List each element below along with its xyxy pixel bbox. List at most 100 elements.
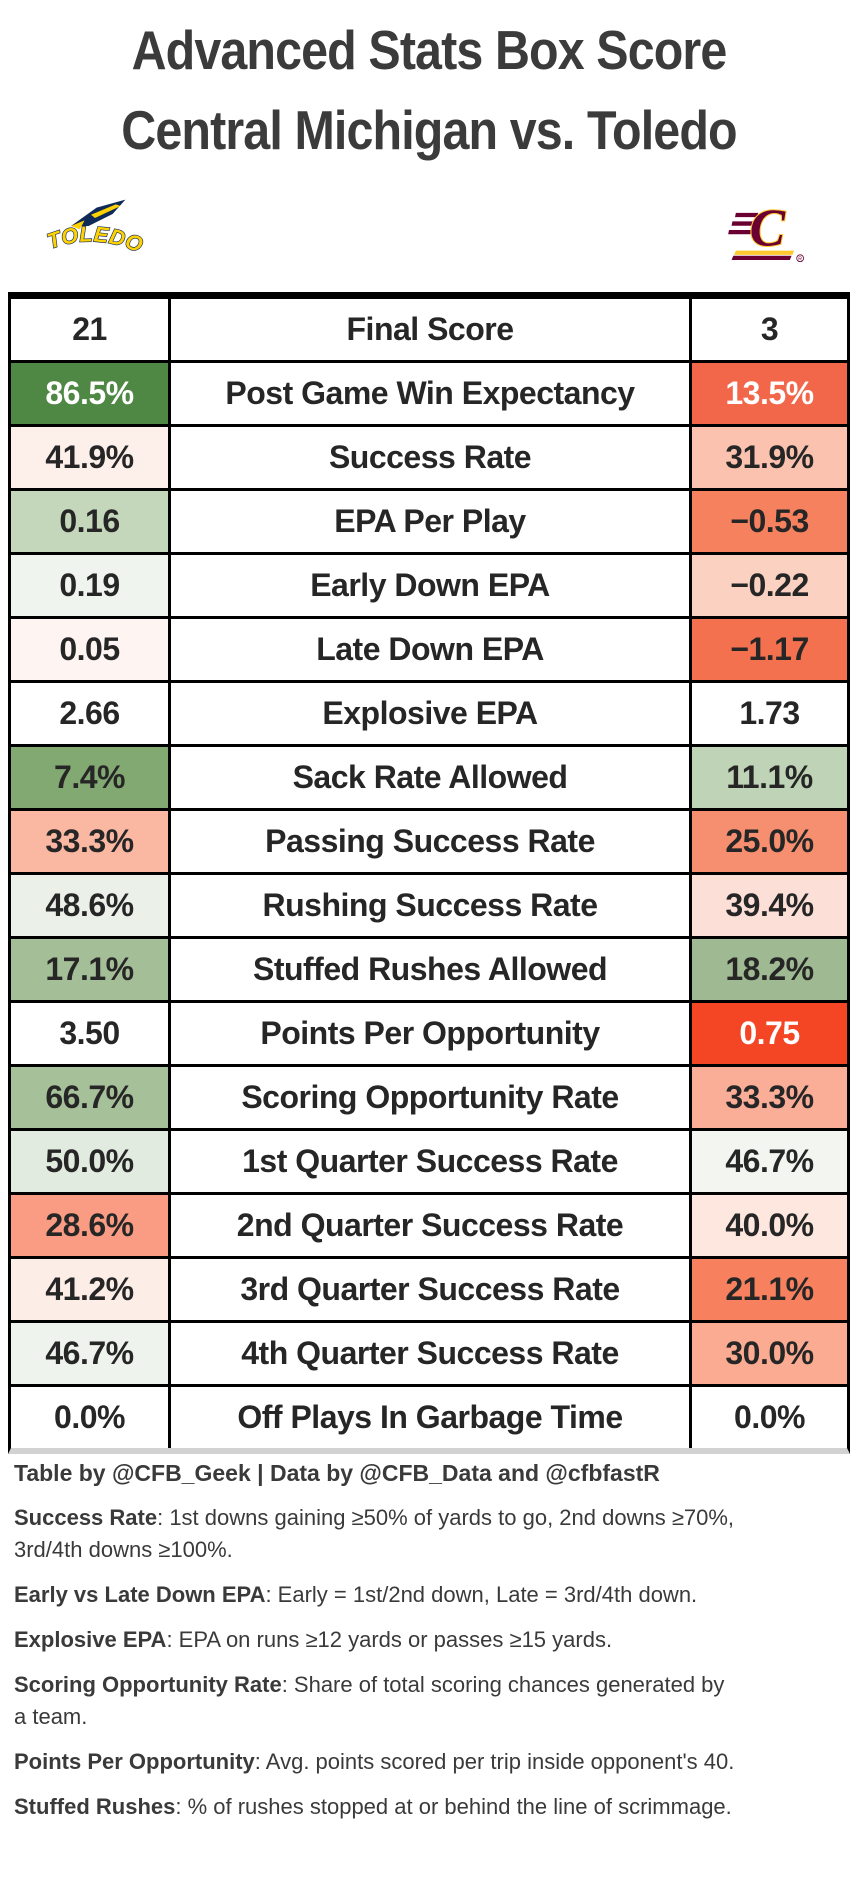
away-value: 3.50 [11, 1003, 171, 1064]
home-value: 46.7% [692, 1131, 847, 1192]
metric-label: 2nd Quarter Success Rate [171, 1195, 692, 1256]
home-value: 33.3% [692, 1067, 847, 1128]
home-value: 31.9% [692, 427, 847, 488]
away-value: 66.7% [11, 1067, 171, 1128]
table-row: 7.4% Sack Rate Allowed 11.1% [11, 747, 847, 811]
page-title: Advanced Stats Box Score Central Michiga… [0, 10, 858, 170]
metric-label: 1st Quarter Success Rate [171, 1131, 692, 1192]
home-value: 40.0% [692, 1195, 847, 1256]
home-value: 1.73 [692, 683, 847, 744]
table-row: 48.6% Rushing Success Rate 39.4% [11, 875, 847, 939]
home-value: −0.53 [692, 491, 847, 552]
footnote-text: : Early = 1st/2nd down, Late = 3rd/4th d… [265, 1582, 698, 1607]
table-row: 0.19 Early Down EPA −0.22 [11, 555, 847, 619]
away-value: 48.6% [11, 875, 171, 936]
home-value: 13.5% [692, 363, 847, 424]
away-value: 0.0% [11, 1387, 171, 1448]
away-value: 2.66 [11, 683, 171, 744]
svg-text:TOLEDO: TOLEDO [46, 221, 144, 257]
metric-label: Sack Rate Allowed [171, 747, 692, 808]
footnote-term: Early vs Late Down EPA [14, 1582, 266, 1607]
metric-label: 3rd Quarter Success Rate [171, 1259, 692, 1320]
metric-label: Late Down EPA [171, 619, 692, 680]
home-value: 0.0% [692, 1387, 847, 1448]
table-row: 41.2% 3rd Quarter Success Rate 21.1% [11, 1259, 847, 1323]
toledo-wordmark: TOLEDO [46, 221, 144, 258]
footnote-text: : EPA on runs ≥12 yards or passes ≥15 ya… [166, 1627, 613, 1652]
away-value: 0.05 [11, 619, 171, 680]
footnote-term: Success Rate [14, 1505, 158, 1530]
metric-label: 4th Quarter Success Rate [171, 1323, 692, 1384]
metric-label: EPA Per Play [171, 491, 692, 552]
footnote-term: Scoring Opportunity Rate [14, 1672, 282, 1697]
table-row: 41.9% Success Rate 31.9% [11, 427, 847, 491]
table-row: 2.66 Explosive EPA 1.73 [11, 683, 847, 747]
footer: Table by @CFB_Geek | Data by @CFB_Data a… [14, 1458, 738, 1836]
table-row: 21 Final Score 3 [11, 299, 847, 363]
central-michigan-logo-icon: C R [728, 198, 804, 263]
away-value: 41.9% [11, 427, 171, 488]
footnote: Stuffed Rushes: % of rushes stopped at o… [14, 1791, 738, 1823]
footnote-text: : 1st downs gaining ≥50% of yards to go,… [14, 1505, 735, 1562]
away-value: 17.1% [11, 939, 171, 1000]
metric-label: Scoring Opportunity Rate [171, 1067, 692, 1128]
toledo-rockets-logo-icon: TOLEDO [46, 199, 144, 258]
home-value: 3 [692, 299, 847, 360]
table-row: 33.3% Passing Success Rate 25.0% [11, 811, 847, 875]
away-value: 21 [11, 299, 171, 360]
table-row: 86.5% Post Game Win Expectancy 13.5% [11, 363, 847, 427]
home-value: 11.1% [692, 747, 847, 808]
metric-label: Rushing Success Rate [171, 875, 692, 936]
page-title-line1: Advanced Stats Box Score [131, 19, 728, 81]
action-c-monogram: C [750, 199, 786, 257]
home-value: 25.0% [692, 811, 847, 872]
footnote: Scoring Opportunity Rate: Share of total… [14, 1669, 738, 1733]
home-value: 39.4% [692, 875, 847, 936]
footnote: Points Per Opportunity: Avg. points scor… [14, 1746, 738, 1778]
registered-mark-icon [796, 254, 804, 263]
table-row: 0.05 Late Down EPA −1.17 [11, 619, 847, 683]
speed-lines-icon [728, 212, 759, 235]
table-row: 3.50 Points Per Opportunity 0.75 [11, 1003, 847, 1067]
home-value: 21.1% [692, 1259, 847, 1320]
footnote: Early vs Late Down EPA: Early = 1st/2nd … [14, 1579, 738, 1611]
metric-label: Points Per Opportunity [171, 1003, 692, 1064]
stats-table: 21 Final Score 3 86.5% Post Game Win Exp… [8, 292, 850, 1454]
away-value: 28.6% [11, 1195, 171, 1256]
footnote: Success Rate: 1st downs gaining ≥50% of … [14, 1502, 738, 1566]
footnotes: Success Rate: 1st downs gaining ≥50% of … [14, 1502, 738, 1823]
table-row: 0.0% Off Plays In Garbage Time 0.0% [11, 1387, 847, 1448]
table-row: 17.1% Stuffed Rushes Allowed 18.2% [11, 939, 847, 1003]
table-row: 66.7% Scoring Opportunity Rate 33.3% [11, 1067, 847, 1131]
footnote-term: Points Per Opportunity [14, 1749, 255, 1774]
home-value: −1.17 [692, 619, 847, 680]
page-title-line2: Central Michigan vs. Toledo [121, 99, 737, 161]
table-row: 28.6% 2nd Quarter Success Rate 40.0% [11, 1195, 847, 1259]
footnote-text: : Avg. points scored per trip inside opp… [254, 1749, 735, 1774]
away-value: 33.3% [11, 811, 171, 872]
away-value: 7.4% [11, 747, 171, 808]
home-value: −0.22 [692, 555, 847, 616]
metric-label: Explosive EPA [171, 683, 692, 744]
metric-label: Stuffed Rushes Allowed [171, 939, 692, 1000]
away-value: 46.7% [11, 1323, 171, 1384]
away-value: 0.16 [11, 491, 171, 552]
table-row: 46.7% 4th Quarter Success Rate 30.0% [11, 1323, 847, 1387]
footnote-term: Explosive EPA [14, 1627, 167, 1652]
metric-label: Passing Success Rate [171, 811, 692, 872]
footnote-text: : % of rushes stopped at or behind the l… [175, 1794, 732, 1819]
metric-label: Early Down EPA [171, 555, 692, 616]
table-row: 0.16 EPA Per Play −0.53 [11, 491, 847, 555]
metric-label: Post Game Win Expectancy [171, 363, 692, 424]
home-value: 30.0% [692, 1323, 847, 1384]
metric-label: Off Plays In Garbage Time [171, 1387, 692, 1448]
away-value: 0.19 [11, 555, 171, 616]
metric-label: Success Rate [171, 427, 692, 488]
metric-label: Final Score [171, 299, 692, 360]
footnote: Explosive EPA: EPA on runs ≥12 yards or … [14, 1624, 738, 1656]
away-value: 50.0% [11, 1131, 171, 1192]
svg-text:R: R [798, 256, 802, 262]
away-value: 86.5% [11, 363, 171, 424]
home-value: 0.75 [692, 1003, 847, 1064]
